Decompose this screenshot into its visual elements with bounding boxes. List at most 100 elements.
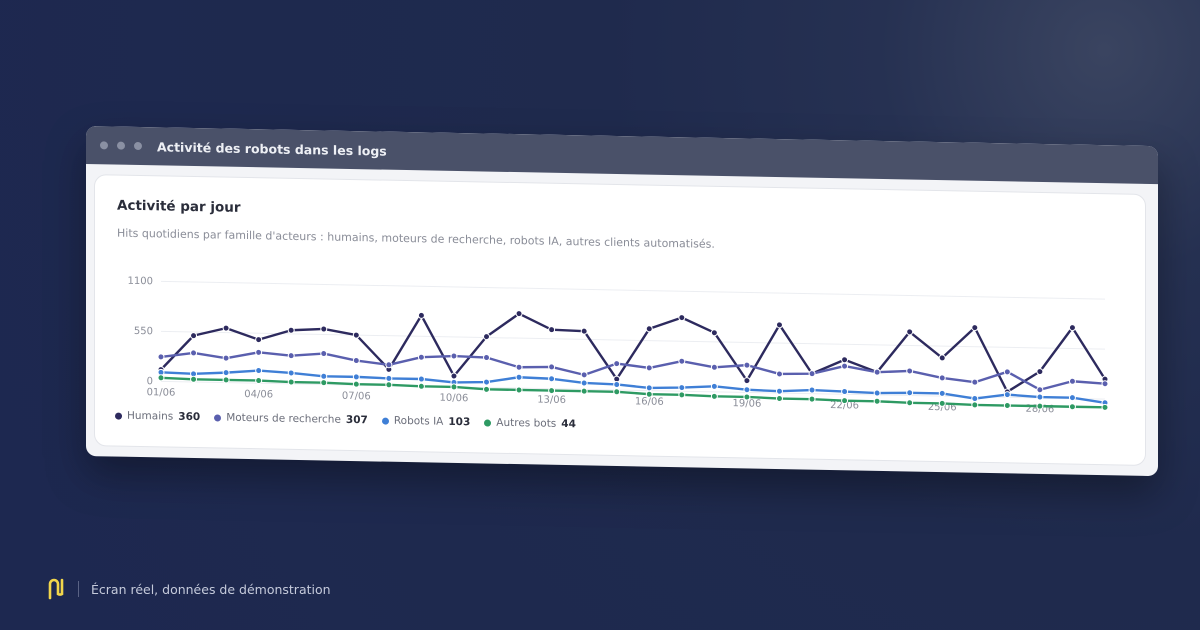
data-point[interactable]	[1036, 402, 1044, 410]
data-point[interactable]	[417, 353, 425, 361]
data-point[interactable]	[1068, 324, 1076, 332]
data-point[interactable]	[450, 383, 458, 391]
data-point[interactable]	[320, 350, 328, 358]
data-point[interactable]	[190, 332, 198, 340]
data-point[interactable]	[157, 353, 165, 361]
data-point[interactable]	[613, 388, 621, 396]
data-point[interactable]	[450, 352, 458, 360]
data-point[interactable]	[580, 371, 588, 379]
data-point[interactable]	[222, 354, 230, 362]
data-point[interactable]	[938, 354, 946, 362]
data-point[interactable]	[775, 321, 783, 329]
data-point[interactable]	[287, 378, 295, 386]
data-point[interactable]	[906, 399, 914, 407]
data-point[interactable]	[483, 378, 491, 386]
data-point[interactable]	[352, 380, 360, 388]
window-minimize-dot[interactable]	[117, 141, 125, 150]
legend-item-autres-bots[interactable]: Autres bots 44	[484, 416, 576, 430]
data-point[interactable]	[352, 357, 360, 365]
data-point[interactable]	[645, 364, 653, 372]
data-point[interactable]	[222, 324, 230, 332]
data-point[interactable]	[841, 356, 849, 364]
data-point[interactable]	[255, 348, 263, 356]
data-point[interactable]	[841, 362, 849, 370]
data-point[interactable]	[352, 331, 360, 339]
data-point[interactable]	[743, 386, 751, 394]
data-point[interactable]	[515, 310, 523, 318]
legend-item-robots-ia[interactable]: Robots IA 103	[381, 415, 470, 428]
data-point[interactable]	[906, 389, 914, 397]
data-point[interactable]	[417, 382, 425, 390]
data-point[interactable]	[873, 389, 881, 397]
data-point[interactable]	[222, 376, 230, 384]
legend-item-moteurs[interactable]: Moteurs de recherche 307	[214, 411, 368, 426]
data-point[interactable]	[743, 361, 751, 369]
data-point[interactable]	[743, 393, 751, 401]
data-point[interactable]	[710, 363, 718, 371]
data-point[interactable]	[1068, 394, 1076, 402]
data-point[interactable]	[678, 391, 686, 399]
data-point[interactable]	[841, 397, 849, 405]
data-point[interactable]	[320, 372, 328, 380]
data-point[interactable]	[548, 387, 556, 395]
data-point[interactable]	[971, 401, 979, 409]
data-point[interactable]	[971, 324, 979, 332]
data-point[interactable]	[483, 385, 491, 393]
data-point[interactable]	[971, 378, 979, 386]
data-point[interactable]	[1003, 391, 1011, 399]
data-point[interactable]	[906, 328, 914, 336]
data-point[interactable]	[548, 375, 556, 383]
data-point[interactable]	[190, 349, 198, 357]
data-point[interactable]	[645, 390, 653, 398]
data-point[interactable]	[1003, 402, 1011, 410]
data-point[interactable]	[417, 375, 425, 383]
data-point[interactable]	[808, 395, 816, 403]
data-point[interactable]	[320, 379, 328, 387]
data-point[interactable]	[548, 363, 556, 371]
data-point[interactable]	[515, 386, 523, 394]
data-point[interactable]	[938, 399, 946, 407]
data-point[interactable]	[613, 381, 621, 389]
data-point[interactable]	[417, 311, 425, 319]
data-point[interactable]	[1003, 368, 1011, 376]
data-point[interactable]	[1068, 403, 1076, 411]
data-point[interactable]	[1101, 403, 1109, 411]
data-point[interactable]	[385, 361, 393, 369]
window-close-dot[interactable]	[100, 141, 108, 150]
data-point[interactable]	[287, 369, 295, 377]
data-point[interactable]	[222, 369, 230, 377]
data-point[interactable]	[710, 329, 718, 337]
data-point[interactable]	[255, 367, 263, 375]
data-point[interactable]	[678, 357, 686, 365]
data-point[interactable]	[385, 381, 393, 389]
data-point[interactable]	[580, 379, 588, 387]
data-point[interactable]	[645, 325, 653, 333]
data-point[interactable]	[938, 374, 946, 382]
data-point[interactable]	[710, 392, 718, 400]
data-point[interactable]	[710, 382, 718, 390]
data-point[interactable]	[873, 397, 881, 405]
data-point[interactable]	[352, 373, 360, 381]
data-point[interactable]	[775, 394, 783, 402]
data-point[interactable]	[450, 372, 458, 380]
data-point[interactable]	[255, 377, 263, 385]
data-point[interactable]	[483, 354, 491, 362]
data-point[interactable]	[873, 368, 881, 376]
data-point[interactable]	[190, 375, 198, 383]
data-point[interactable]	[645, 384, 653, 392]
data-point[interactable]	[157, 374, 165, 382]
data-point[interactable]	[613, 360, 621, 368]
data-point[interactable]	[841, 388, 849, 396]
legend-item-humains[interactable]: Humains 360	[115, 410, 200, 423]
data-point[interactable]	[1036, 368, 1044, 376]
data-point[interactable]	[1101, 380, 1109, 388]
data-point[interactable]	[287, 326, 295, 334]
data-point[interactable]	[483, 333, 491, 341]
data-point[interactable]	[775, 387, 783, 395]
data-point[interactable]	[678, 314, 686, 322]
data-point[interactable]	[906, 367, 914, 375]
window-zoom-dot[interactable]	[134, 141, 142, 151]
data-point[interactable]	[580, 387, 588, 395]
data-point[interactable]	[515, 373, 523, 381]
data-point[interactable]	[515, 363, 523, 371]
